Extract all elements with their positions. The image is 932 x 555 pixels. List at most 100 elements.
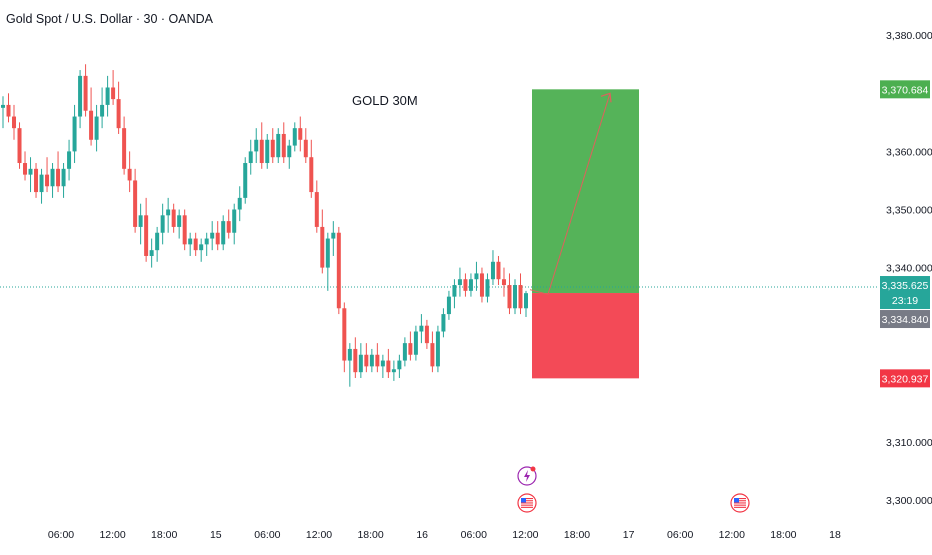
- candle: [221, 215, 226, 251]
- flag-stripe: [521, 500, 533, 502]
- candle-body: [127, 168, 132, 181]
- projection-arrow-head: [600, 92, 612, 103]
- candle-body: [133, 180, 138, 227]
- candle-body: [430, 343, 435, 367]
- candle-body: [524, 293, 528, 309]
- lightning-bolt: [524, 470, 530, 482]
- candle: [364, 343, 369, 373]
- candle: [413, 325, 418, 361]
- candle-body: [138, 215, 143, 227]
- time-tick-label: 17: [623, 529, 635, 541]
- candle-body: [34, 168, 39, 193]
- flag-stripe: [734, 506, 746, 508]
- candle: [56, 151, 61, 193]
- time-tick-label: 12:00: [306, 529, 332, 541]
- candle-body: [446, 296, 451, 315]
- candle-body: [342, 308, 347, 361]
- candle-body: [23, 163, 28, 175]
- candle-body: [435, 331, 440, 367]
- candle-body: [259, 139, 264, 164]
- candle: [17, 122, 22, 169]
- time-tick-label: 18:00: [564, 529, 590, 541]
- last-price-bg: [880, 276, 930, 310]
- candle: [78, 70, 83, 129]
- candle-body: [122, 128, 127, 169]
- candle: [446, 290, 451, 320]
- candle: [303, 128, 308, 164]
- candle-body: [210, 232, 215, 239]
- candle-body: [490, 261, 495, 280]
- candle-body: [386, 360, 391, 373]
- flag-stripe: [521, 506, 533, 508]
- chart-annotation-text[interactable]: GOLD 30M: [352, 93, 418, 108]
- candle-body: [408, 343, 413, 355]
- candle: [380, 354, 385, 378]
- candle: [6, 93, 11, 123]
- candle: [177, 209, 182, 239]
- candle-body: [452, 285, 457, 297]
- candle-body: [402, 343, 407, 361]
- candle: [67, 139, 72, 181]
- candle: [12, 104, 17, 140]
- candle-body: [166, 209, 171, 216]
- candle: [463, 273, 468, 297]
- price-tick-label: 3,340.000: [886, 263, 932, 275]
- candle-body: [507, 285, 512, 309]
- candle: [336, 226, 341, 315]
- candle: [61, 163, 66, 198]
- candle-body: [50, 168, 55, 187]
- time-axis[interactable]: 06:00 12:00 18:00 15 06:00 12:00 18:00 16 06:00 1…: [48, 529, 841, 541]
- candle-body: [518, 285, 523, 309]
- candle-body: [463, 279, 468, 291]
- candle-body: [270, 139, 275, 158]
- candle: [127, 151, 132, 193]
- mark-price-label-bg: [880, 310, 930, 329]
- candle: [347, 343, 352, 387]
- candle-body: [171, 209, 176, 227]
- candle-body: [144, 215, 149, 256]
- candle: [100, 87, 105, 129]
- candle-body: [413, 331, 418, 355]
- symbol-title[interactable]: Gold Spot / U.S. Dollar · 30 · OANDA: [6, 12, 214, 26]
- candle: [259, 122, 264, 169]
- candle: [402, 337, 407, 367]
- candle: [138, 203, 143, 245]
- candle-body: [314, 192, 319, 227]
- price-tick-label: 3,350.000: [886, 205, 932, 217]
- candle-body: [177, 215, 182, 227]
- time-tick-label: 18:00: [151, 529, 177, 541]
- candle: [210, 221, 215, 251]
- candle: [155, 226, 160, 262]
- candle-body: [375, 354, 380, 367]
- flag-stripe: [734, 504, 746, 506]
- flag-stripe: [521, 498, 533, 500]
- candle-body: [182, 215, 187, 245]
- candle: [276, 128, 281, 164]
- time-tick-label: 15: [210, 529, 222, 541]
- price-axis[interactable]: 3,300.000 3,310.000 3,340.000 3,350.000 3,36…: [886, 30, 932, 507]
- candle-body: [100, 104, 105, 117]
- price-tick-label: 3,310.000: [886, 437, 932, 449]
- candle: [28, 157, 33, 193]
- candle: [39, 168, 44, 204]
- candle: [292, 122, 297, 152]
- take-profit-label: 3,370.684: [880, 80, 930, 99]
- candle: [474, 261, 479, 291]
- candle: [485, 273, 490, 303]
- candle: [496, 255, 501, 286]
- candle: [320, 209, 325, 274]
- candle-body: [6, 104, 11, 117]
- candle-body: [72, 116, 77, 152]
- candle: [424, 319, 429, 349]
- candle-body: [320, 226, 325, 268]
- candle: [325, 232, 330, 291]
- candle: [133, 168, 138, 233]
- time-tick-label: 06:00: [48, 529, 74, 541]
- candle-body: [391, 369, 396, 373]
- candle: [89, 87, 94, 146]
- candle-body: [215, 232, 220, 245]
- candle: [314, 180, 319, 233]
- candle: [34, 163, 39, 198]
